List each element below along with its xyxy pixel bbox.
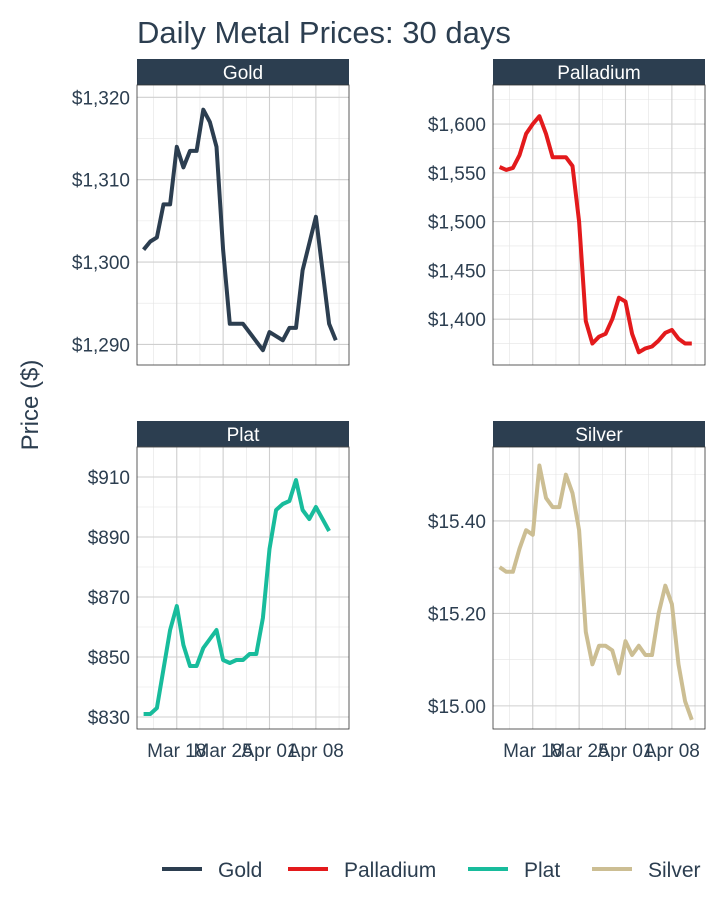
y-tick-label: $15.00 [428, 697, 486, 718]
x-tick-label: Apr 01 [598, 741, 654, 762]
x-tick-label: Apr 01 [242, 741, 298, 762]
x-tick-label: Mar 18 [503, 741, 562, 762]
legend-label-palladium: Palladium [344, 859, 436, 882]
y-tick-label: $1,550 [428, 164, 486, 185]
panel-border [492, 84, 706, 366]
chart-title: Daily Metal Prices: 30 days [137, 15, 511, 50]
y-tick-label: $1,450 [428, 261, 486, 282]
y-tick-label: $15.20 [428, 604, 486, 625]
legend: Gold Palladium Plat Silver [162, 859, 701, 882]
strip-silver [493, 421, 705, 447]
strip-plat [137, 421, 349, 447]
x-tick-label: Apr 08 [644, 741, 700, 762]
y-tick-label: $890 [88, 528, 130, 549]
x-tick-label: Mar 18 [147, 741, 206, 762]
x-tick-label: Mar 25 [550, 741, 609, 762]
strip-gold [137, 59, 349, 85]
series-line-palladium [498, 114, 692, 355]
panel-gold: Gold $1,290 $1,300 $1,310 $1,320 [72, 59, 350, 366]
y-tick-label: $1,400 [428, 310, 486, 331]
panel-border [136, 84, 350, 366]
legend-item-gold: Gold [162, 859, 262, 882]
strip-palladium [493, 59, 705, 85]
strip-label-palladium: Palladium [557, 63, 640, 84]
legend-label-gold: Gold [218, 859, 262, 882]
legend-label-plat: Plat [524, 859, 560, 882]
legend-item-silver: Silver [592, 859, 701, 882]
facet-panels: Gold $1,290 $1,300 $1,310 $1,320 Palladium $1,… [72, 59, 706, 762]
x-tick-label: Mar 25 [194, 741, 253, 762]
y-tick-label: $15.40 [428, 512, 486, 533]
y-tick-label: $1,290 [72, 335, 130, 356]
y-tick-label: $850 [88, 648, 130, 669]
series-line-plat [143, 478, 331, 716]
y-tick-label: $870 [88, 588, 130, 609]
panel-palladium: Palladium $1,400 $1,450 $1,500 $1,550 $1,600 [428, 59, 706, 366]
x-tick-label: Apr 08 [288, 741, 344, 762]
strip-label-plat: Plat [227, 425, 260, 446]
series-line-gold [142, 107, 338, 353]
legend-item-palladium: Palladium [288, 859, 436, 882]
y-axis-label: Price ($) [17, 360, 44, 451]
y-tick-label: $910 [88, 468, 130, 489]
strip-label-silver: Silver [575, 425, 623, 446]
y-tick-label: $830 [88, 708, 130, 729]
legend-label-silver: Silver [648, 859, 701, 882]
panel-border [492, 446, 706, 730]
strip-label-gold: Gold [223, 63, 263, 84]
y-tick-label: $1,300 [72, 253, 130, 274]
legend-item-plat: Plat [468, 859, 560, 882]
y-tick-label: $1,310 [72, 171, 130, 192]
series-line-silver [498, 463, 694, 721]
y-tick-label: $1,320 [72, 88, 130, 109]
y-tick-label: $1,600 [428, 115, 486, 136]
panel-border [136, 446, 350, 730]
y-tick-label: $1,500 [428, 213, 486, 234]
